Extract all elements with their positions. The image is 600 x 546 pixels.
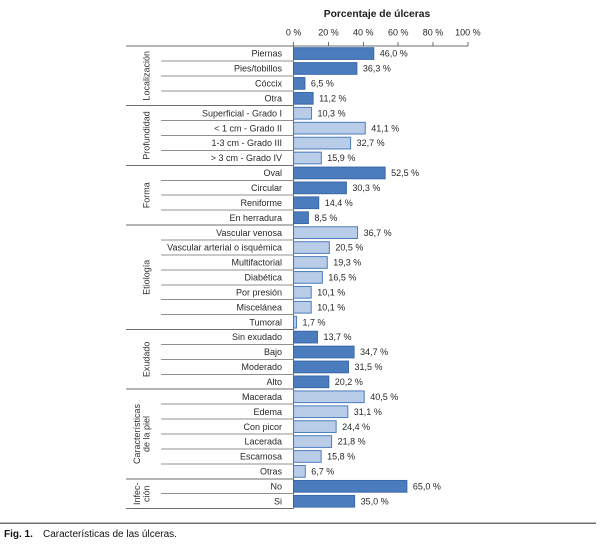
svg-text:35,0 %: 35,0 %	[361, 496, 389, 506]
svg-text:Moderado: Moderado	[241, 362, 282, 372]
svg-text:Otras: Otras	[260, 467, 283, 477]
svg-text:Si: Si	[274, 496, 282, 506]
svg-text:1-3 cm - Grado III: 1-3 cm - Grado III	[211, 138, 282, 148]
svg-text:14,4 %: 14,4 %	[325, 198, 353, 208]
svg-text:Vascular venosa: Vascular venosa	[216, 228, 282, 238]
svg-text:0 %: 0 %	[286, 28, 302, 38]
svg-text:13,7 %: 13,7 %	[323, 332, 351, 342]
svg-text:Tumoral: Tumoral	[249, 317, 282, 327]
svg-text:36,3 %: 36,3 %	[363, 64, 391, 74]
svg-text:Por presión: Por presión	[236, 287, 282, 297]
svg-text:16,5 %: 16,5 %	[328, 273, 356, 283]
svg-text:10,1 %: 10,1 %	[317, 302, 345, 312]
svg-text:31,5 %: 31,5 %	[355, 362, 383, 372]
svg-text:60 %: 60 %	[388, 28, 409, 38]
svg-text:31,1 %: 31,1 %	[354, 407, 382, 417]
svg-text:10,1 %: 10,1 %	[317, 287, 345, 297]
svg-text:41,1 %: 41,1 %	[371, 123, 399, 133]
svg-text:24,4 %: 24,4 %	[342, 422, 370, 432]
svg-text:6,7 %: 6,7 %	[311, 467, 334, 477]
svg-text:15,8 %: 15,8 %	[327, 452, 355, 462]
svg-text:Superficial - Grado I: Superficial - Grado I	[202, 108, 282, 118]
svg-text:Piernas: Piernas	[251, 49, 282, 59]
svg-text:Reniforme: Reniforme	[240, 198, 282, 208]
svg-text:20 %: 20 %	[318, 28, 339, 38]
svg-text:100 %: 100 %	[455, 28, 481, 38]
svg-text:Profundidad: Profundidad	[142, 111, 152, 160]
svg-text:8,5 %: 8,5 %	[314, 213, 337, 223]
svg-text:ción: ción	[141, 485, 151, 502]
svg-text:Localización: Localización	[142, 51, 152, 101]
svg-text:Miscelánea: Miscelánea	[236, 302, 282, 312]
svg-text:21,8 %: 21,8 %	[338, 437, 366, 447]
svg-text:Pies/tobillos: Pies/tobillos	[234, 64, 283, 74]
svg-text:Fig. 1.Características de las: Fig. 1. Características de las úlceras.	[4, 529, 177, 540]
svg-text:40,5 %: 40,5 %	[370, 392, 398, 402]
svg-text:20,5 %: 20,5 %	[335, 243, 363, 253]
svg-text:Características: Características	[132, 403, 142, 464]
svg-text:En herradura: En herradura	[229, 213, 282, 223]
svg-text:Porcentaje de úlceras: Porcentaje de úlceras	[324, 9, 431, 20]
svg-text:< 1 cm - Grado II: < 1 cm - Grado II	[214, 123, 282, 133]
svg-text:36,7 %: 36,7 %	[364, 228, 392, 238]
svg-text:Circular: Circular	[251, 183, 282, 193]
svg-text:de la piel: de la piel	[141, 416, 151, 452]
svg-text:Otra: Otra	[264, 93, 282, 103]
svg-text:Exudado: Exudado	[142, 342, 152, 378]
svg-text:15,9 %: 15,9 %	[327, 153, 355, 163]
svg-text:Con picor: Con picor	[243, 422, 282, 432]
svg-text:32,7 %: 32,7 %	[357, 138, 385, 148]
svg-text:34,7 %: 34,7 %	[360, 347, 388, 357]
svg-text:46,0 %: 46,0 %	[380, 49, 408, 59]
svg-text:Lacerada: Lacerada	[244, 437, 282, 447]
svg-text:30,3 %: 30,3 %	[352, 183, 380, 193]
svg-text:No: No	[270, 481, 282, 491]
svg-text:65,0 %: 65,0 %	[413, 481, 441, 491]
svg-text:> 3 cm - Grado IV: > 3 cm - Grado IV	[211, 153, 282, 163]
svg-text:19,3 %: 19,3 %	[333, 258, 361, 268]
svg-text:11,2 %: 11,2 %	[319, 93, 346, 103]
svg-text:Bajo: Bajo	[264, 347, 282, 357]
svg-text:Edema: Edema	[253, 407, 282, 417]
svg-text:Multifactorial: Multifactorial	[231, 258, 282, 268]
svg-text:20,2 %: 20,2 %	[335, 377, 363, 387]
svg-text:Diabética: Diabética	[244, 273, 282, 283]
svg-text:Alto: Alto	[266, 377, 282, 387]
svg-text:80 %: 80 %	[423, 28, 444, 38]
svg-text:40 %: 40 %	[353, 28, 374, 38]
svg-text:10,3 %: 10,3 %	[318, 108, 346, 118]
svg-text:Forma: Forma	[142, 182, 152, 208]
svg-text:Infec-: Infec-	[132, 482, 142, 505]
svg-text:1,7 %: 1,7 %	[303, 317, 326, 327]
svg-text:Escamosa: Escamosa	[240, 452, 282, 462]
svg-text:Sin exudado: Sin exudado	[232, 332, 282, 342]
svg-text:Cóccix: Cóccix	[255, 79, 283, 89]
svg-text:Macerada: Macerada	[242, 392, 282, 402]
svg-text:6,5 %: 6,5 %	[311, 79, 334, 89]
svg-text:Vascular arterial o isquémica: Vascular arterial o isquémica	[167, 243, 282, 253]
svg-text:52,5 %: 52,5 %	[391, 168, 419, 178]
svg-text:Oval: Oval	[263, 168, 282, 178]
svg-text:Etiología: Etiología	[142, 260, 152, 295]
